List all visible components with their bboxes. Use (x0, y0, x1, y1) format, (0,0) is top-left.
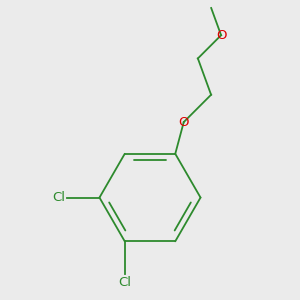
Text: O: O (178, 116, 189, 129)
Text: O: O (216, 29, 226, 42)
Text: Cl: Cl (118, 276, 131, 290)
Text: Cl: Cl (52, 191, 65, 204)
